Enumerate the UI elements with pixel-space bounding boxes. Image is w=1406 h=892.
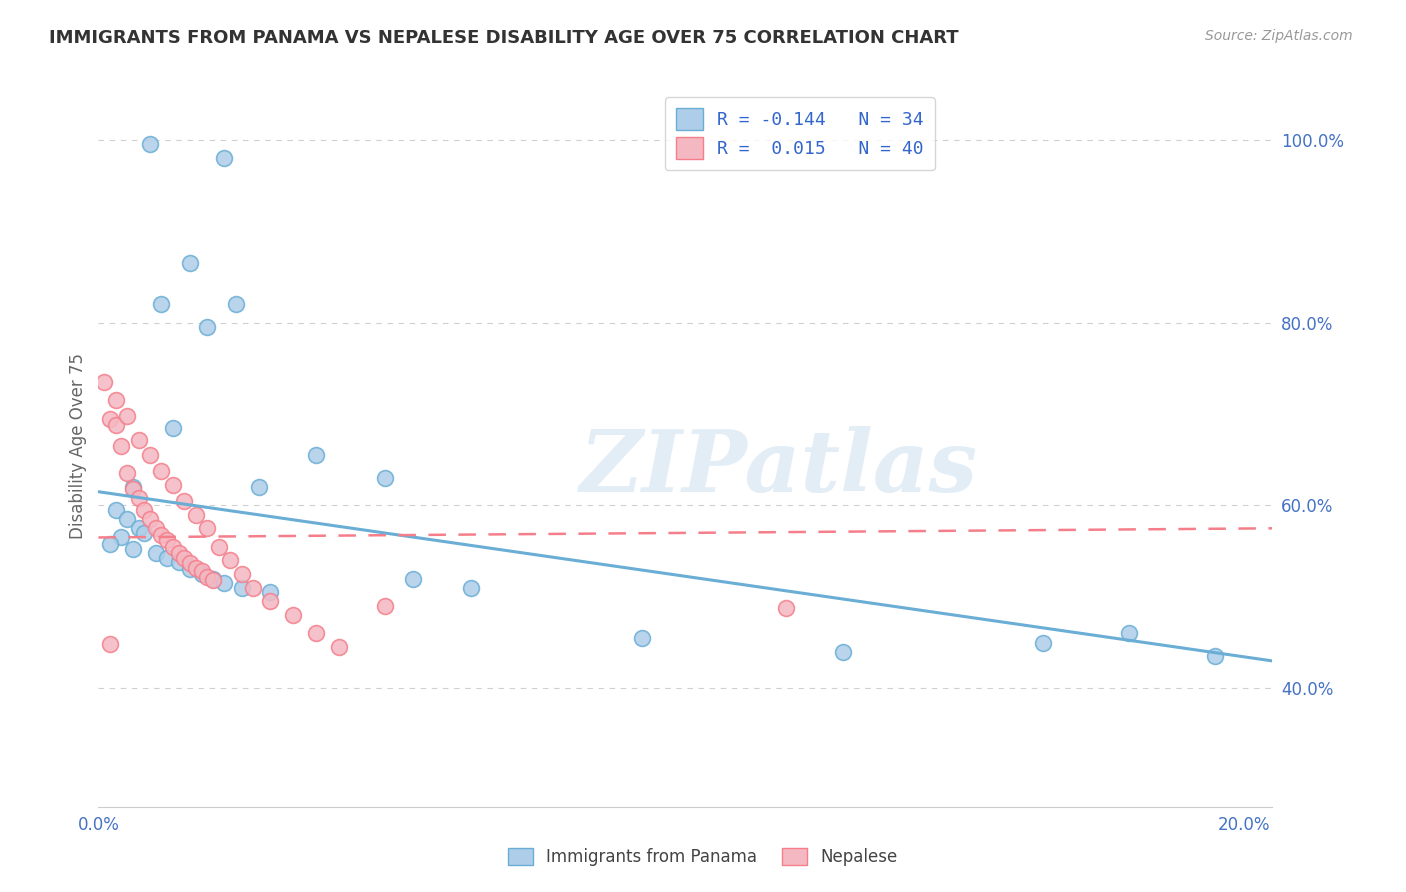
- Point: [167, 546, 190, 560]
- Point: [104, 393, 127, 408]
- Point: [231, 567, 253, 582]
- Point: [173, 551, 195, 566]
- Point: [214, 576, 236, 591]
- Point: [115, 512, 138, 526]
- Point: [173, 494, 195, 508]
- Point: [156, 550, 179, 565]
- Point: [128, 491, 150, 505]
- Point: [128, 433, 150, 447]
- Point: [162, 478, 184, 492]
- Point: [93, 375, 115, 389]
- Point: [195, 521, 218, 535]
- Point: [179, 556, 201, 570]
- Point: [231, 581, 253, 595]
- Point: [98, 411, 121, 425]
- Text: IMMIGRANTS FROM PANAMA VS NEPALESE DISABILITY AGE OVER 75 CORRELATION CHART: IMMIGRANTS FROM PANAMA VS NEPALESE DISAB…: [49, 29, 959, 46]
- Point: [328, 640, 350, 655]
- Point: [225, 297, 247, 311]
- Point: [1204, 649, 1226, 664]
- Point: [156, 533, 179, 548]
- Point: [162, 420, 184, 434]
- Point: [98, 537, 121, 551]
- Point: [195, 320, 218, 334]
- Point: [150, 527, 173, 541]
- Legend: Immigrants from Panama, Nepalese: Immigrants from Panama, Nepalese: [502, 841, 904, 873]
- Point: [162, 540, 184, 554]
- Point: [195, 570, 218, 584]
- Point: [247, 480, 270, 494]
- Point: [179, 256, 201, 270]
- Point: [402, 572, 425, 586]
- Point: [281, 608, 304, 623]
- Point: [115, 467, 138, 481]
- Point: [1032, 635, 1054, 649]
- Point: [139, 137, 162, 152]
- Point: [179, 562, 201, 576]
- Point: [219, 553, 242, 567]
- Point: [104, 417, 127, 432]
- Point: [374, 471, 396, 485]
- Point: [631, 631, 654, 645]
- Point: [259, 585, 281, 599]
- Point: [201, 574, 224, 588]
- Point: [460, 581, 482, 595]
- Point: [115, 409, 138, 423]
- Point: [184, 508, 207, 522]
- Point: [134, 503, 156, 517]
- Point: [214, 151, 236, 165]
- Y-axis label: Disability Age Over 75: Disability Age Over 75: [69, 353, 87, 539]
- Point: [305, 448, 328, 462]
- Point: [98, 637, 121, 651]
- Point: [775, 600, 797, 615]
- Point: [832, 645, 855, 659]
- Point: [208, 540, 231, 554]
- Point: [121, 542, 143, 557]
- Point: [104, 503, 127, 517]
- Point: [139, 448, 162, 462]
- Text: ZIPatlas: ZIPatlas: [581, 425, 979, 509]
- Point: [150, 297, 173, 311]
- Point: [145, 546, 167, 560]
- Point: [139, 512, 162, 526]
- Point: [1118, 626, 1140, 640]
- Point: [242, 581, 264, 595]
- Point: [110, 531, 132, 545]
- Text: Source: ZipAtlas.com: Source: ZipAtlas.com: [1205, 29, 1353, 43]
- Point: [110, 439, 132, 453]
- Point: [150, 464, 173, 478]
- Point: [190, 567, 212, 582]
- Point: [259, 594, 281, 608]
- Legend: R = -0.144   N = 34, R =  0.015   N = 40: R = -0.144 N = 34, R = 0.015 N = 40: [665, 97, 935, 170]
- Point: [305, 626, 328, 640]
- Point: [184, 560, 207, 574]
- Point: [201, 572, 224, 586]
- Point: [121, 480, 143, 494]
- Point: [121, 482, 143, 496]
- Point: [374, 599, 396, 613]
- Point: [190, 564, 212, 578]
- Point: [167, 555, 190, 569]
- Point: [134, 525, 156, 540]
- Point: [128, 521, 150, 535]
- Point: [145, 521, 167, 535]
